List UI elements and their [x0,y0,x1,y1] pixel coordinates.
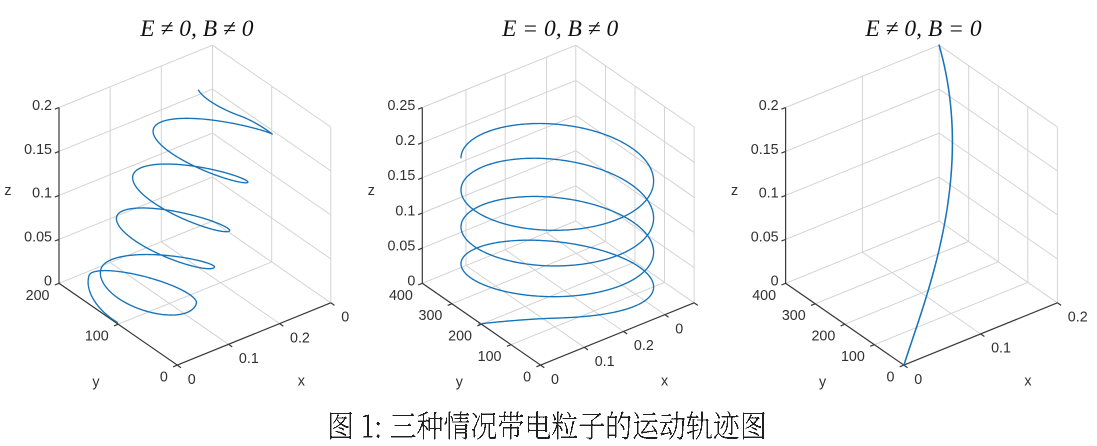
svg-text:y: y [456,375,464,391]
svg-text:0: 0 [914,372,922,388]
svg-text:400: 400 [752,288,776,304]
svg-text:x: x [661,374,668,390]
svg-text:0: 0 [886,370,894,386]
svg-text:200: 200 [26,288,50,304]
svg-text:100: 100 [841,349,865,365]
svg-text:0.2: 0.2 [634,338,654,354]
svg-text:E ≠ 0, B = 0: E ≠ 0, B = 0 [864,16,981,42]
svg-text:300: 300 [782,308,806,324]
svg-text:0: 0 [188,372,196,388]
svg-text:0.2: 0.2 [395,133,415,149]
svg-text:z: z [4,183,11,199]
svg-text:0: 0 [523,370,531,386]
svg-text:0: 0 [341,310,349,326]
svg-text:x: x [1024,374,1031,390]
svg-text:0.15: 0.15 [751,142,779,158]
svg-text:x: x [298,374,305,390]
svg-text:0: 0 [407,274,415,290]
svg-text:0.15: 0.15 [387,168,415,184]
svg-text:0.05: 0.05 [24,230,52,246]
svg-text:100: 100 [478,349,502,365]
svg-text:0: 0 [160,370,168,386]
svg-text:0.1: 0.1 [595,354,615,370]
svg-text:0.2: 0.2 [759,98,779,114]
svg-text:z: z [731,183,738,199]
svg-text:0.1: 0.1 [991,341,1011,357]
svg-text:400: 400 [389,288,413,304]
svg-text:0.1: 0.1 [759,186,779,202]
svg-text:0.2: 0.2 [1068,310,1088,326]
svg-text:100: 100 [85,329,109,345]
svg-text:0.1: 0.1 [239,351,259,367]
svg-text:200: 200 [811,329,835,345]
svg-text:y: y [819,375,827,391]
svg-text:0: 0 [44,274,52,290]
svg-text:0.1: 0.1 [32,186,52,202]
svg-text:0.2: 0.2 [32,98,52,114]
svg-text:E ≠ 0, B ≠ 0: E ≠ 0, B ≠ 0 [139,16,254,42]
svg-text:E = 0, B ≠ 0: E = 0, B ≠ 0 [501,16,618,42]
svg-text:200: 200 [448,329,472,345]
svg-text:0.2: 0.2 [290,330,310,346]
svg-text:z: z [368,183,375,199]
svg-text:0: 0 [675,321,683,337]
svg-text:0.05: 0.05 [387,238,415,254]
svg-text:0.1: 0.1 [395,203,415,219]
svg-text:0.15: 0.15 [24,142,52,158]
svg-text:300: 300 [419,308,443,324]
svg-text:0: 0 [771,274,779,290]
svg-text:0.05: 0.05 [751,230,779,246]
svg-text:y: y [92,375,100,391]
svg-text:0: 0 [551,372,559,388]
svg-text:0.25: 0.25 [387,98,415,114]
